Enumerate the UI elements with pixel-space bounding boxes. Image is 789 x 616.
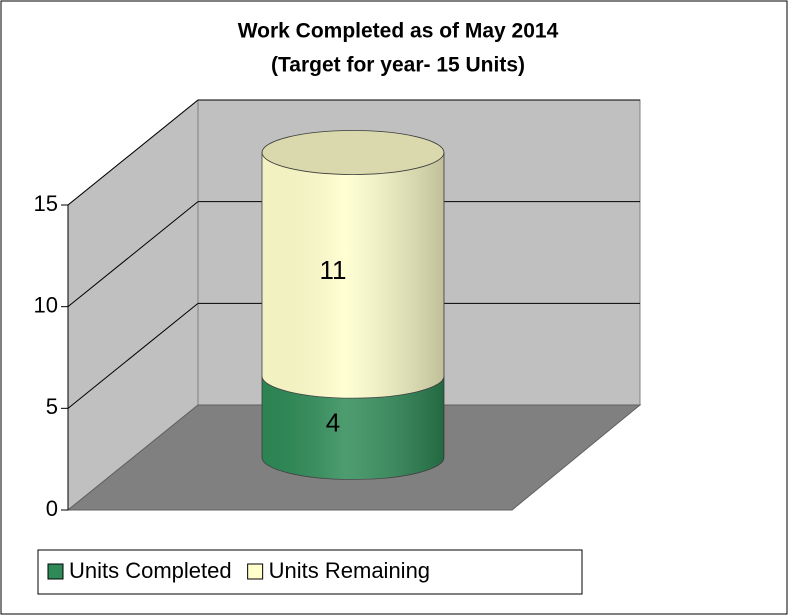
- legend-swatch: [47, 563, 64, 580]
- legend-swatch: [247, 563, 264, 580]
- cylinder-shade: [262, 376, 444, 480]
- cylinder-shade: [262, 152, 444, 399]
- y-tick-label: 10: [34, 292, 58, 317]
- legend-box: [37, 549, 583, 595]
- cylinder-top: [261, 130, 445, 175]
- chart-title: Work Completed as of May 2014: [238, 20, 559, 43]
- y-tick-label: 5: [46, 394, 58, 419]
- grid-line: [67, 99, 199, 206]
- y-tick-label: 0: [46, 496, 58, 521]
- legend: Units Completed Units Remaining: [37, 549, 583, 595]
- legend-label: Units Completed: [69, 558, 232, 583]
- cylinder-top-shade: [262, 130, 444, 175]
- data-label: 4: [326, 408, 340, 438]
- legend-label: Units Remaining: [269, 558, 430, 583]
- grid-line: [67, 201, 199, 308]
- data-label: 11: [320, 255, 347, 285]
- chart-subtitle: (Target for year- 15 Units): [271, 54, 525, 77]
- grid-line: [67, 302, 199, 409]
- y-tick-label: 15: [34, 191, 58, 216]
